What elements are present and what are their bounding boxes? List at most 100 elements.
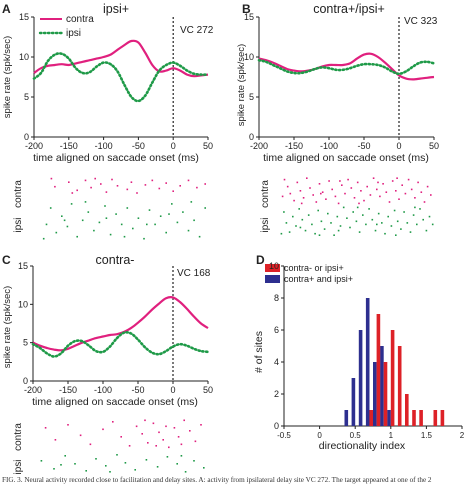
- raster-spike-contra: [90, 186, 92, 189]
- figure-caption: FIG. 3. Neural activity recorded close t…: [2, 476, 432, 484]
- raster-spike-ipsi: [85, 470, 87, 472]
- raster-spike-contra: [286, 185, 289, 188]
- panel-d-legend: contra- or ipsi+ contra+ and ipsi+: [265, 263, 353, 284]
- y-tick-label: 0: [249, 132, 254, 142]
- histogram-bar: [369, 410, 373, 426]
- raster-spike-contra: [423, 201, 426, 203]
- raster-spike-ipsi: [180, 455, 183, 457]
- raster-spike-ipsi: [395, 234, 397, 236]
- x-tick-label: -150: [60, 141, 78, 151]
- raster-spike-contra: [44, 427, 47, 429]
- raster-spike-contra: [347, 178, 349, 181]
- raster-spike-ipsi: [70, 203, 73, 205]
- raster-spike-ipsi: [314, 232, 316, 235]
- raster-spike-contra: [165, 425, 167, 428]
- raster-spike-contra: [67, 424, 69, 426]
- raster-spike-ipsi: [330, 222, 332, 224]
- raster-spike-contra: [396, 177, 398, 179]
- raster-spike-ipsi: [280, 232, 283, 235]
- raster-spike-ipsi: [61, 215, 63, 217]
- y-tick-label: 2: [274, 389, 279, 399]
- y-tick-label: 15: [19, 12, 29, 22]
- panel-c-raster-label-contra: contra: [13, 423, 24, 451]
- panel-b-ylabel: spike rate (spk/sec): [236, 44, 247, 126]
- raster-spike-ipsi: [431, 223, 434, 226]
- histogram-bar: [390, 330, 395, 426]
- raster-spike-contra: [353, 197, 356, 199]
- y-tick-label: 5: [249, 92, 254, 102]
- raster-spike-ipsi: [406, 222, 409, 224]
- raster-spike-ipsi: [134, 469, 136, 471]
- raster-spike-ipsi: [124, 462, 127, 464]
- raster-spike-contra: [147, 442, 149, 444]
- raster-spike-contra: [128, 445, 131, 447]
- x-tick-label: 0: [170, 385, 175, 395]
- raster-spike-contra: [366, 185, 368, 188]
- x-tick-label: 1: [389, 431, 394, 440]
- raster-spike-contra: [398, 198, 400, 200]
- raster-spike-contra: [189, 430, 191, 432]
- raster-spike-ipsi: [311, 223, 313, 226]
- raster-spike-ipsi: [352, 211, 354, 213]
- raster-spike-contra: [144, 419, 146, 422]
- raster-spike-ipsi: [419, 208, 421, 210]
- raster-spike-contra: [391, 180, 394, 182]
- raster-spike-ipsi: [285, 222, 288, 224]
- raster-spike-ipsi: [171, 203, 173, 205]
- histogram-bar: [397, 346, 402, 426]
- raster-spike-contra: [372, 177, 375, 179]
- raster-spike-ipsi: [145, 459, 148, 461]
- raster-spike-ipsi: [342, 206, 345, 209]
- raster-spike-ipsi: [109, 233, 112, 236]
- panel-a-ylabel: spike rate (spk/sec): [2, 36, 13, 118]
- y-tick-label: 10: [18, 299, 28, 309]
- raster-spike-contra: [315, 201, 318, 203]
- raster-spike-ipsi: [95, 458, 97, 460]
- panel-a-raster-label-contra: contra: [13, 180, 24, 208]
- raster-spike-ipsi: [288, 231, 291, 233]
- panel-a: A ipsi+ VC 272 spike rate (spk/sec) time…: [2, 2, 214, 240]
- raster-spike-ipsi: [393, 209, 396, 212]
- histogram-bar: [419, 410, 423, 426]
- raster-spike-ipsi: [81, 219, 84, 222]
- raster-spike-ipsi: [93, 229, 95, 232]
- raster-spike-contra: [300, 202, 303, 205]
- panel-b: B contra+/ipsi+ VC 323 spike rate (spk/s…: [236, 2, 439, 236]
- raster-spike-ipsi: [193, 219, 195, 222]
- series-contra-line: [32, 296, 209, 352]
- raster-spike-contra: [325, 198, 327, 200]
- raster-spike-contra: [141, 433, 143, 435]
- raster-spike-contra: [306, 177, 308, 179]
- histogram-bar: [365, 298, 370, 426]
- raster-spike-ipsi: [74, 463, 76, 465]
- raster-spike-ipsi: [105, 465, 107, 467]
- raster-spike-ipsi: [143, 237, 145, 240]
- x-tick-label: 50: [429, 141, 439, 151]
- raster-spike-ipsi: [120, 223, 123, 226]
- raster-spike-ipsi: [349, 226, 351, 229]
- raster-spike-contra: [105, 191, 108, 193]
- raster-spike-ipsi: [346, 217, 348, 219]
- panel-letter-c: C: [2, 253, 11, 267]
- x-tick-label: -200: [250, 141, 268, 151]
- y-tick-label: 8: [274, 293, 279, 303]
- panel-a-site-label: VC 272: [180, 25, 214, 36]
- y-tick-label: 5: [24, 92, 29, 102]
- raster-spike-ipsi: [425, 229, 428, 232]
- x-tick-label: -100: [95, 141, 113, 151]
- raster-spike-contra: [358, 202, 360, 205]
- raster-spike-ipsi: [390, 225, 393, 227]
- panel-c-plot: -200 -150 -100 -50 0 50 0 5 10 15: [18, 261, 213, 395]
- panel-b-raster-label-contra: contra: [260, 180, 271, 208]
- raster-spike-contra: [344, 192, 346, 195]
- raster-spike-ipsi: [187, 229, 190, 232]
- raster-spike-ipsi: [387, 215, 389, 218]
- raster-spike-contra: [337, 202, 340, 205]
- raster-spike-contra: [168, 446, 170, 449]
- raster-spike-contra: [395, 190, 397, 192]
- raster-spike-ipsi: [323, 228, 326, 230]
- y-tick-label: 5: [23, 338, 28, 348]
- raster-spike-contra: [318, 183, 321, 185]
- panel-letter-b: B: [242, 2, 251, 16]
